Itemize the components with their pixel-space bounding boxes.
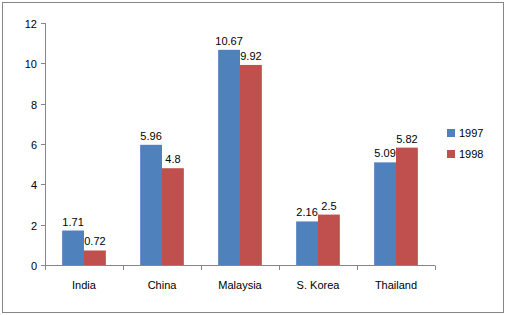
y-tick: [41, 144, 46, 145]
bar: [318, 215, 340, 265]
bar: [218, 50, 240, 265]
y-tick: [41, 63, 46, 64]
y-tick-label: 10: [25, 58, 37, 70]
x-tick: [435, 266, 436, 271]
legend-label: 1998: [459, 148, 483, 160]
y-tick: [41, 184, 46, 185]
data-label: 2.16: [296, 206, 317, 218]
data-label: 0.72: [84, 235, 105, 247]
category-label: China: [148, 279, 178, 291]
data-label: 1.71: [62, 216, 83, 228]
data-label: 5.09: [374, 147, 395, 159]
x-tick: [357, 266, 358, 271]
bar: [396, 148, 418, 265]
legend-swatch: [447, 150, 455, 158]
legend-label: 1997: [459, 127, 483, 139]
y-tick: [41, 23, 46, 24]
legend-swatch: [447, 129, 455, 137]
y-tick-label: 6: [31, 139, 37, 151]
x-tick: [201, 266, 202, 271]
chart-frame: [3, 3, 504, 313]
y-tick-label: 4: [31, 179, 37, 191]
bars: [62, 50, 418, 265]
bar: [162, 168, 184, 265]
y-tick: [41, 104, 46, 105]
data-label: 2.5: [321, 200, 336, 212]
x-tick: [123, 266, 124, 271]
data-label: 9.92: [240, 50, 261, 62]
bar: [62, 231, 84, 265]
x-tick: [279, 266, 280, 271]
chart: 0 2 4 6 8 10 12 India China Malaysia S. Korea Thail…: [0, 0, 506, 315]
data-labels: 1.71 5.96 10.67 2.16 5.09 0.72 4.8 9.92 2.5 5.82: [62, 35, 417, 248]
data-label: 5.96: [140, 130, 161, 142]
category-label: Thailand: [375, 279, 417, 291]
category-label: India: [72, 279, 97, 291]
x-tick: [45, 266, 46, 271]
category-label: Malaysia: [218, 279, 262, 291]
y-tick: [41, 225, 46, 226]
bar: [84, 250, 106, 265]
data-label: 5.82: [396, 133, 417, 145]
y-tick-label: 0: [31, 260, 37, 272]
category-label: S. Korea: [297, 279, 341, 291]
y-tick-label: 8: [31, 99, 37, 111]
bar: [140, 145, 162, 265]
data-label: 10.67: [215, 35, 243, 47]
bar: [374, 162, 396, 265]
y-tick: [41, 265, 46, 266]
bar: [240, 65, 262, 265]
x-axis: [45, 265, 435, 266]
y-tick-label: 12: [25, 18, 37, 30]
bar: [296, 221, 318, 265]
data-label: 4.8: [165, 153, 180, 165]
y-tick-label: 2: [31, 220, 37, 232]
